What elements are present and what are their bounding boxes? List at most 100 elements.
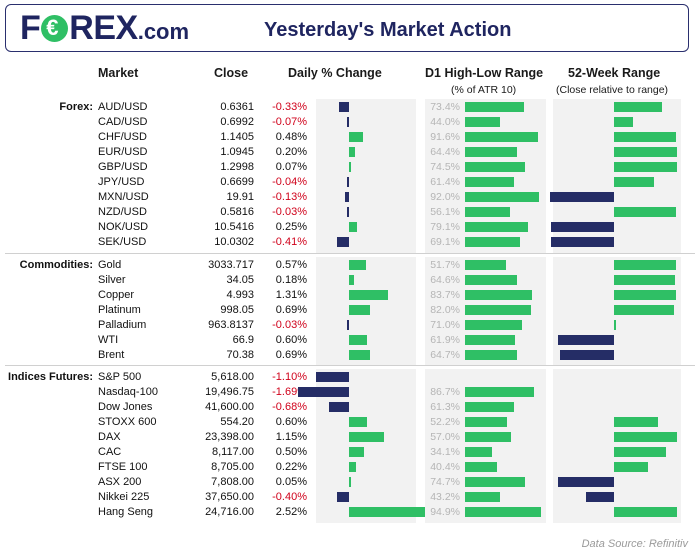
col-daily-header: Daily % Change bbox=[288, 66, 382, 80]
daily-change-value: 0.60% bbox=[275, 334, 307, 346]
section-label: Forex: bbox=[59, 101, 93, 113]
daily-change-bar bbox=[349, 132, 364, 142]
atr-bar bbox=[465, 477, 525, 487]
close-value: 7,808.00 bbox=[211, 476, 254, 488]
atr-value: 40.4% bbox=[430, 461, 460, 473]
week52-bar bbox=[614, 260, 677, 270]
week52-bar bbox=[558, 477, 614, 487]
atr-value: 44.0% bbox=[430, 116, 460, 128]
market-name: JPY/USD bbox=[98, 176, 145, 188]
atr-value: 61.4% bbox=[430, 176, 460, 188]
section-bg bbox=[316, 99, 416, 253]
daily-change-value: -1.10% bbox=[272, 371, 307, 383]
daily-change-value: 1.15% bbox=[275, 431, 307, 443]
close-value: 37,650.00 bbox=[205, 491, 254, 503]
daily-change-value: -0.33% bbox=[272, 101, 307, 113]
market-name: Platinum bbox=[98, 304, 141, 316]
daily-change-value: -0.40% bbox=[272, 491, 307, 503]
col-hilo-subheader: (% of ATR 10) bbox=[451, 84, 517, 96]
daily-change-value: 0.25% bbox=[275, 221, 307, 233]
daily-change-value: -0.13% bbox=[272, 191, 307, 203]
daily-change-value: -0.03% bbox=[272, 206, 307, 218]
market-name: Nasdaq-100 bbox=[98, 386, 158, 398]
market-name: FTSE 100 bbox=[98, 461, 148, 473]
close-value: 3033.717 bbox=[208, 259, 254, 271]
daily-change-bar bbox=[345, 192, 349, 202]
week52-bar bbox=[550, 192, 614, 202]
daily-change-bar bbox=[328, 402, 349, 412]
col-close-header: Close bbox=[214, 66, 249, 80]
daily-change-bar bbox=[349, 222, 357, 232]
week52-bar bbox=[614, 147, 677, 157]
daily-change-bar bbox=[339, 102, 349, 112]
close-value: 0.5816 bbox=[220, 206, 254, 218]
market-name: AUD/USD bbox=[98, 101, 148, 113]
atr-value: 91.6% bbox=[430, 131, 460, 143]
market-name: MXN/USD bbox=[98, 191, 149, 203]
market-name: NOK/USD bbox=[98, 221, 149, 233]
close-value: 8,117.00 bbox=[211, 446, 254, 458]
market-name: EUR/USD bbox=[98, 146, 148, 158]
atr-bar bbox=[465, 335, 515, 345]
atr-value: 64.4% bbox=[430, 146, 460, 158]
close-value: 34.05 bbox=[226, 274, 254, 286]
week52-bar bbox=[614, 320, 616, 330]
daily-change-bar bbox=[349, 305, 370, 315]
market-name: Nikkei 225 bbox=[98, 491, 150, 503]
daily-change-bar bbox=[349, 462, 356, 472]
close-value: 23,398.00 bbox=[205, 431, 254, 443]
atr-value: 86.7% bbox=[430, 386, 460, 398]
daily-change-bar bbox=[349, 477, 351, 487]
section-label: Indices Futures: bbox=[8, 371, 93, 383]
week52-bar bbox=[614, 207, 677, 217]
close-value: 10.5416 bbox=[214, 221, 254, 233]
atr-bar bbox=[465, 350, 517, 360]
week52-bar bbox=[614, 275, 676, 285]
daily-change-value: 0.69% bbox=[275, 304, 307, 316]
week52-bar bbox=[614, 132, 677, 142]
market-name: GBP/USD bbox=[98, 161, 148, 173]
atr-value: 73.4% bbox=[430, 101, 460, 113]
atr-bar bbox=[465, 417, 507, 427]
daily-change-bar bbox=[349, 290, 389, 300]
daily-change-bar bbox=[346, 117, 349, 127]
daily-change-value: -0.68% bbox=[272, 401, 307, 413]
close-value: 0.6361 bbox=[220, 101, 254, 113]
col-hilo-header: D1 High-Low Range bbox=[425, 66, 544, 80]
daily-change-bar bbox=[349, 260, 367, 270]
market-name: NZD/USD bbox=[98, 206, 147, 218]
header-banner: FREX.com Yesterday's Market Action bbox=[5, 4, 689, 52]
daily-change-bar bbox=[349, 432, 384, 442]
market-name: Hang Seng bbox=[98, 506, 154, 518]
week52-bar bbox=[551, 222, 614, 232]
daily-change-value: 1.31% bbox=[275, 289, 307, 301]
close-value: 4.993 bbox=[226, 289, 254, 301]
market-name: STOXX 600 bbox=[98, 416, 157, 428]
daily-change-bar bbox=[349, 162, 352, 172]
daily-change-bar bbox=[349, 275, 355, 285]
daily-change-bar bbox=[316, 372, 349, 382]
week52-bar bbox=[614, 462, 648, 472]
daily-change-bar bbox=[347, 177, 349, 187]
daily-change-value: -0.03% bbox=[272, 319, 307, 331]
daily-change-value: 0.57% bbox=[275, 259, 307, 271]
close-value: 1.0945 bbox=[220, 146, 254, 158]
close-value: 1.2998 bbox=[220, 161, 254, 173]
week52-bar bbox=[614, 305, 674, 315]
market-name: Palladium bbox=[98, 319, 147, 331]
atr-value: 64.7% bbox=[430, 349, 460, 361]
week52-bar bbox=[614, 290, 677, 300]
daily-change-bar bbox=[349, 507, 425, 517]
atr-bar bbox=[465, 507, 541, 517]
atr-value: 61.9% bbox=[430, 334, 460, 346]
close-value: 70.38 bbox=[226, 349, 254, 361]
atr-bar bbox=[465, 260, 507, 270]
week52-bar bbox=[614, 177, 654, 187]
atr-value: 92.0% bbox=[430, 191, 460, 203]
daily-change-bar bbox=[349, 335, 367, 345]
atr-bar bbox=[465, 275, 517, 285]
atr-bar bbox=[465, 462, 498, 472]
atr-value: 61.3% bbox=[430, 401, 460, 413]
daily-change-value: 0.60% bbox=[275, 416, 307, 428]
week52-bar bbox=[614, 162, 677, 172]
